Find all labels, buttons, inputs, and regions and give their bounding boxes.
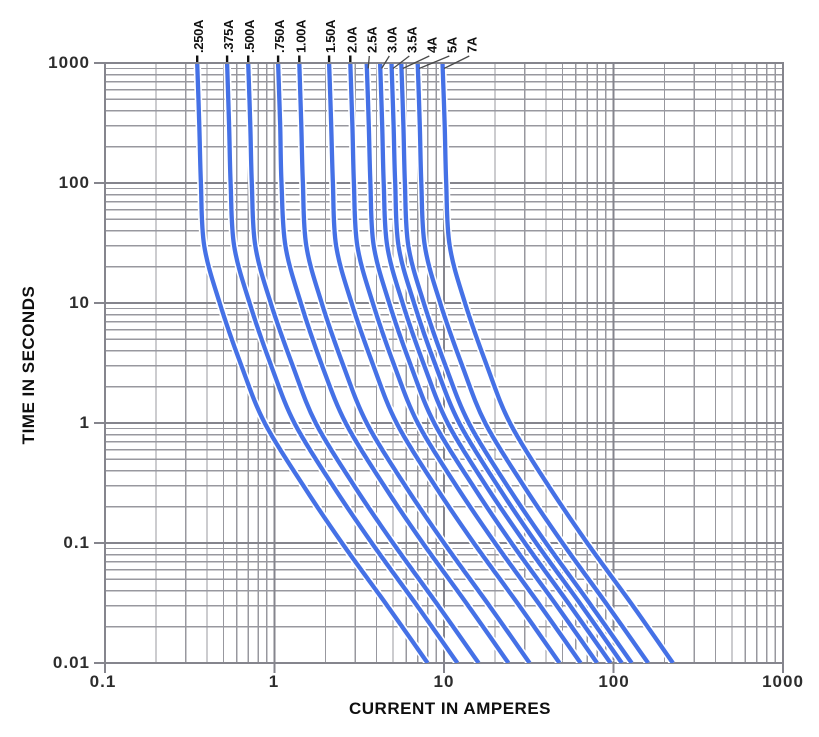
curve-.750A <box>275 64 511 663</box>
fuse-rating-label: 2.0A <box>344 26 359 53</box>
y-axis-title: TIME IN SECONDS <box>19 285 38 445</box>
fuse-rating-label: 1.00A <box>293 19 308 53</box>
label-leader-line <box>367 55 370 69</box>
label-leader-line <box>443 55 470 70</box>
fuse-rating-label: 3.5A <box>404 26 419 53</box>
fuse-rating-label: 4A <box>424 36 439 53</box>
x-axis-tick-label: 100 <box>598 672 630 691</box>
y-axis-tick-label: 0.01 <box>52 653 90 672</box>
curve-.500A <box>246 64 481 663</box>
label-leader-line <box>392 55 410 70</box>
x-axis-tick-label: 1 <box>268 672 280 691</box>
y-axis-tick-label: 1000 <box>48 53 90 72</box>
y-axis-tick-label: 1 <box>79 413 90 432</box>
label-leader-line <box>418 55 450 70</box>
fuse-rating-label: 1.50A <box>323 19 338 53</box>
curve-2.5A <box>364 64 599 663</box>
plot-border <box>103 61 785 665</box>
axis-tick-marks <box>94 61 785 673</box>
fuse-rating-label: 3.0A <box>384 26 399 53</box>
fuse-rating-label: 5A <box>444 36 459 53</box>
curve-4A <box>399 64 634 663</box>
fuse-curves <box>193 64 676 663</box>
curve-1.50A <box>326 64 562 663</box>
curve-.250A <box>195 64 430 663</box>
curve-1.00A <box>297 64 532 663</box>
fuse-rating-label: .750A <box>272 19 287 53</box>
x-axis-title: CURRENT IN AMPERES <box>349 699 551 718</box>
curve-7A <box>440 64 675 663</box>
x-axis-tick-label: 0.1 <box>89 672 117 691</box>
label-leader-line <box>402 55 430 70</box>
fuse-rating-label: .500A <box>242 19 257 53</box>
y-axis-tick-label: 10 <box>69 293 90 312</box>
curve-.375A <box>224 64 460 663</box>
curve-5A <box>415 64 650 663</box>
label-leader-line <box>381 55 390 69</box>
fuse-rating-label: .375A <box>221 19 236 53</box>
fuse-rating-label: 2.5A <box>364 26 379 53</box>
x-axis-tick-label: 10 <box>433 672 455 691</box>
curve-3.5A <box>389 64 624 663</box>
curve-3.0A <box>377 64 613 663</box>
fuse-rating-label: 7A <box>464 36 479 53</box>
y-axis-tick-label: 0.1 <box>63 533 90 552</box>
curve-2.0A <box>348 64 583 663</box>
fuse-rating-label: .250A <box>191 19 206 53</box>
y-axis-tick-label: 100 <box>58 173 90 192</box>
curve-labels: .250A .375A .500A .750A 1.00A 1.50A 2.0A 2.5A 3.… <box>191 19 479 70</box>
x-axis-tick-label: 1000 <box>762 672 804 691</box>
